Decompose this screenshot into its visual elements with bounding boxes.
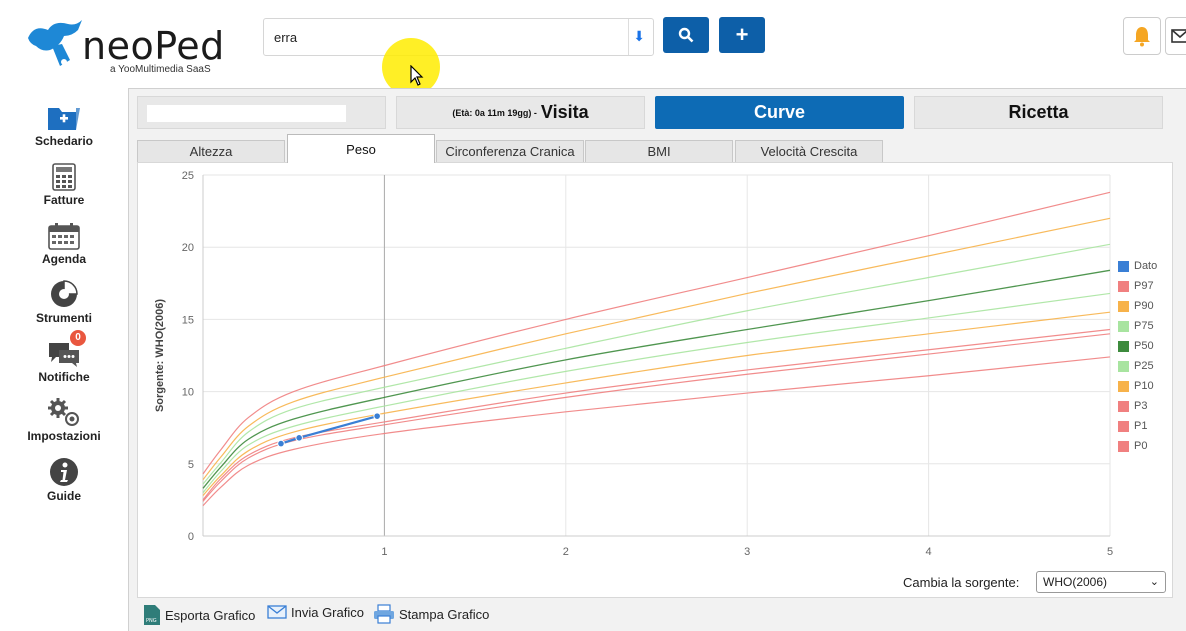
app-logo[interactable]: neoPed a YooMultimedia SaaS — [24, 16, 224, 76]
notifications-button[interactable] — [1123, 17, 1161, 55]
legend-swatch — [1118, 420, 1129, 432]
info-icon — [50, 458, 78, 486]
bell-icon — [1134, 27, 1150, 47]
legend-label: P97 — [1134, 280, 1154, 292]
legend-item-p50[interactable]: P50 — [1118, 339, 1186, 353]
sidebar-item-schedario[interactable]: Schedario — [22, 100, 106, 148]
search-icon — [678, 27, 694, 43]
legend-swatch — [1118, 280, 1129, 292]
sidebar-label-notifiche: Notifiche — [38, 370, 90, 384]
add-button[interactable]: + — [719, 17, 765, 53]
subtab-velocita-crescita[interactable]: Velocità Crescita — [735, 140, 883, 162]
search-input[interactable]: erra — [274, 30, 298, 45]
age-label: (Età: 0a 11m 19gg) - — [452, 107, 537, 118]
envelope-icon — [267, 605, 287, 619]
tab-curve-label: Curve — [753, 102, 806, 122]
legend-swatch — [1118, 360, 1129, 372]
footer-bar — [129, 598, 1186, 631]
source-select[interactable]: WHO(2006) ⌄ — [1036, 571, 1166, 593]
legend-item-p10[interactable]: P10 — [1118, 379, 1186, 393]
search-button[interactable] — [663, 17, 709, 53]
print-chart-button[interactable]: Stampa Grafico — [373, 604, 489, 624]
subtab-altezza[interactable]: Altezza — [137, 140, 285, 162]
logo-subtitle: a YooMultimedia SaaS — [110, 64, 211, 75]
legend-label: Dato — [1134, 260, 1158, 272]
calendar-icon — [48, 223, 80, 250]
export-chart-label: Esporta Grafico — [165, 607, 256, 623]
calculator-icon — [52, 163, 76, 191]
send-chart-label: Invia Grafico — [291, 604, 364, 620]
tab-ricetta-label: Ricetta — [1008, 102, 1069, 122]
sidebar-item-agenda[interactable]: Agenda — [22, 218, 106, 266]
chart-area — [137, 162, 1173, 598]
tab-visita[interactable]: (Età: 0a 11m 19gg) - Visita — [396, 96, 645, 129]
png-file-icon: PNG — [144, 605, 160, 625]
sidebar-label-guide: Guide — [46, 489, 81, 503]
search-divider — [628, 19, 629, 55]
mouse-cursor-icon — [410, 65, 424, 86]
legend-label: P50 — [1134, 340, 1154, 352]
subtab-bmi[interactable]: BMI — [585, 140, 733, 162]
svg-text:PNG: PNG — [146, 618, 157, 624]
sidebar-item-strumenti[interactable]: Strumenti — [22, 277, 106, 325]
source-select-value: WHO(2006) — [1043, 575, 1108, 589]
sidebar-item-impostazioni[interactable]: Impostazioni — [22, 395, 106, 443]
tab-visita-label: Visita — [540, 102, 589, 122]
patient-search-box[interactable]: erra ⬇ — [263, 18, 654, 56]
send-chart-button[interactable]: Invia Grafico — [267, 604, 364, 620]
sidebar-item-guide[interactable]: Guide — [22, 455, 106, 503]
legend-swatch — [1118, 340, 1129, 352]
legend-item-p3[interactable]: P3 — [1118, 399, 1186, 413]
folder-add-icon — [48, 108, 80, 130]
sidebar-label-strumenti: Strumenti — [35, 311, 92, 325]
legend-label: P1 — [1134, 420, 1148, 432]
export-chart-button[interactable]: PNG Esporta Grafico — [143, 604, 255, 626]
sidebar-label-impostazioni: Impostazioni — [27, 429, 101, 443]
chat-icon — [49, 343, 79, 367]
mail-icon — [1171, 29, 1186, 43]
legend-label: P10 — [1134, 380, 1154, 392]
legend-label: P75 — [1134, 320, 1154, 332]
legend-item-p25[interactable]: P25 — [1118, 359, 1186, 373]
notification-badge: 0 — [70, 330, 86, 346]
legend-swatch — [1118, 320, 1129, 332]
legend-label: P25 — [1134, 360, 1154, 372]
legend-label: P0 — [1134, 440, 1148, 452]
legend-swatch — [1118, 300, 1129, 312]
source-label: Cambia la sorgente: — [903, 575, 1020, 590]
legend-swatch — [1118, 440, 1129, 452]
legend-item-p97[interactable]: P97 — [1118, 279, 1186, 293]
print-chart-label: Stampa Grafico — [399, 606, 490, 622]
legend-item-p1[interactable]: P1 — [1118, 419, 1186, 433]
legend-swatch — [1118, 400, 1129, 412]
down-arrow-icon[interactable]: ⬇ — [633, 28, 645, 44]
legend-label: P3 — [1134, 400, 1148, 412]
tab-ricetta[interactable]: Ricetta — [914, 96, 1163, 129]
logo-text: neoPed — [82, 24, 225, 68]
pie-icon — [51, 280, 78, 307]
chevron-down-icon: ⌄ — [1149, 576, 1159, 588]
tab-curve[interactable]: Curve — [655, 96, 904, 129]
legend-swatch — [1118, 260, 1129, 272]
sidebar-label-schedario: Schedario — [34, 134, 94, 148]
sidebar-label-fatture: Fatture — [43, 193, 85, 207]
legend-item-dato[interactable]: Dato — [1118, 259, 1186, 273]
legend-swatch — [1118, 380, 1129, 392]
sidebar-item-notifiche[interactable]: 0 Notifiche — [22, 330, 106, 384]
subtab-peso[interactable]: Peso — [287, 134, 435, 163]
legend-item-p75[interactable]: P75 — [1118, 319, 1186, 333]
patient-name-box[interactable] — [137, 96, 386, 129]
messages-button[interactable] — [1165, 17, 1186, 55]
sidebar-label-agenda: Agenda — [41, 252, 86, 266]
legend-label: P90 — [1134, 300, 1154, 312]
printer-icon — [374, 604, 394, 624]
gears-icon — [48, 398, 79, 426]
legend-item-p0[interactable]: P0 — [1118, 439, 1186, 453]
sidebar-item-fatture[interactable]: Fatture — [22, 159, 106, 207]
add-label: + — [735, 22, 749, 47]
subtab-circonferenza-cranica[interactable]: Circonferenza Cranica — [436, 140, 584, 162]
legend-item-p90[interactable]: P90 — [1118, 299, 1186, 313]
patient-name-field — [147, 105, 346, 122]
stork-logo-icon — [28, 20, 82, 66]
